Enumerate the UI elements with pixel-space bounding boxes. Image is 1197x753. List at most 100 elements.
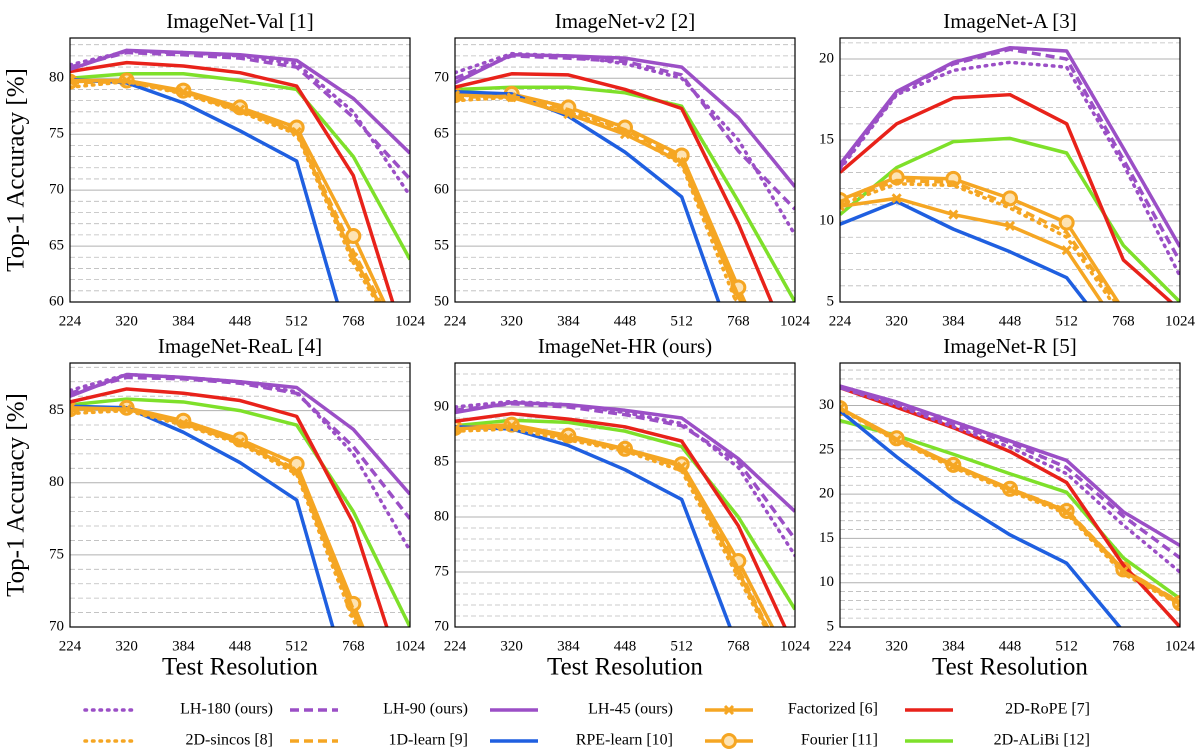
x-tick-label: 512 xyxy=(670,638,693,654)
plot-frame xyxy=(454,362,796,628)
legend-item: Fourier [11] xyxy=(705,732,878,749)
y-tick-label: 5 xyxy=(827,293,835,309)
legend-item: 2D-RoPE [7] xyxy=(905,701,1090,718)
series-line xyxy=(840,199,1088,302)
legend-item: RPE-learn [10] xyxy=(490,732,673,749)
x-tick-label: 768 xyxy=(1112,638,1135,654)
marker xyxy=(791,678,799,686)
x-tick-label: 512 xyxy=(1055,313,1078,329)
x-tick-label: 1024 xyxy=(1165,638,1196,654)
legend-item: 2D-ALiBi [12] xyxy=(905,732,1090,749)
series-line xyxy=(840,182,1115,302)
marker xyxy=(506,92,517,103)
series-line xyxy=(70,407,363,627)
y-tick-label: 90 xyxy=(434,398,449,414)
series-line xyxy=(70,387,389,627)
y-tick-label: 65 xyxy=(434,126,449,142)
x-axis-label: Test Resolution xyxy=(162,654,318,681)
marker xyxy=(1004,484,1016,495)
panel-title: ImageNet-HR (ours) xyxy=(538,334,712,358)
marker xyxy=(1061,245,1072,256)
y-tick-label: 20 xyxy=(819,486,834,502)
x-tick-label: 1024 xyxy=(1165,313,1196,329)
legend-label: RPE-learn [10] xyxy=(576,732,673,749)
series-line xyxy=(840,409,1122,627)
marker xyxy=(1174,598,1180,610)
x-tick-label: 384 xyxy=(557,313,580,329)
series-line xyxy=(840,136,1180,302)
series-line xyxy=(70,405,362,627)
series-line xyxy=(70,397,410,627)
marker xyxy=(619,443,631,454)
marker xyxy=(891,435,902,446)
marker xyxy=(291,466,302,477)
x-tick-label: 448 xyxy=(999,313,1022,329)
series-line xyxy=(840,45,1180,248)
marker xyxy=(121,75,132,86)
x-tick-label: 384 xyxy=(172,313,195,329)
x-tick-label: 1024 xyxy=(780,638,811,654)
series-line xyxy=(840,47,1180,263)
marker xyxy=(948,460,959,471)
y-tick-label: 15 xyxy=(819,530,834,546)
x-tick-label: 512 xyxy=(285,638,308,654)
x-tick-label: 1024 xyxy=(780,313,811,329)
series-line xyxy=(70,372,410,553)
x-tick-label: 384 xyxy=(557,638,580,654)
panel-title: ImageNet-v2 [2] xyxy=(555,9,696,33)
legend-label: Fourier [11] xyxy=(801,732,878,749)
y-tick-label: 75 xyxy=(49,546,64,562)
y-tick-label: 70 xyxy=(49,618,64,634)
marker xyxy=(619,129,631,140)
legend-label: 1D-learn [9] xyxy=(388,732,468,749)
x-tick-label: 512 xyxy=(285,313,308,329)
x-tick-label: 224 xyxy=(444,313,467,329)
x-tick-label: 224 xyxy=(829,638,852,654)
plot-frame xyxy=(454,37,796,303)
marker xyxy=(348,607,359,618)
marker xyxy=(348,252,359,263)
legend: LH-180 (ours) LH-90 (ours) LH-45 (ours) Fac… xyxy=(83,701,1090,749)
marker xyxy=(733,566,744,578)
marker xyxy=(70,402,76,413)
legend-item: Factorized [6] xyxy=(705,701,878,718)
y-tick-label: 10 xyxy=(819,574,834,590)
series-group xyxy=(455,399,799,686)
legend-item: 2D-sincos [8] xyxy=(83,732,273,749)
x-tick-label: 224 xyxy=(59,638,82,654)
marker xyxy=(234,104,246,115)
y-tick-label: 65 xyxy=(49,238,64,254)
marker xyxy=(455,423,461,435)
panel-title: ImageNet-Val [1] xyxy=(166,9,314,33)
x-tick-label: 448 xyxy=(229,638,252,654)
panel: 60 65 70 75 80 224 320 384 448 512 768 1024 ImageNet… xyxy=(3,9,426,330)
y-tick-label: 80 xyxy=(434,508,449,524)
y-tick-label: 75 xyxy=(49,126,64,142)
series-line xyxy=(455,427,768,627)
y-tick-label: 75 xyxy=(434,563,449,579)
marker xyxy=(563,109,574,120)
series-line xyxy=(840,386,1180,627)
panel-title: ImageNet-ReaL [4] xyxy=(158,334,322,358)
panel-title: ImageNet-A [3] xyxy=(943,9,1077,33)
marker xyxy=(234,437,246,448)
marker xyxy=(840,403,846,414)
marker xyxy=(1002,190,1018,207)
marker xyxy=(178,86,189,97)
series-line xyxy=(840,60,1180,278)
y-tick-label: 80 xyxy=(49,70,64,86)
x-tick-label: 448 xyxy=(999,638,1022,654)
y-tick-label: 80 xyxy=(49,474,64,490)
x-tick-label: 384 xyxy=(172,638,195,654)
series-group xyxy=(840,384,1180,627)
legend-label: 2D-sincos [8] xyxy=(185,732,273,749)
series-line xyxy=(455,95,739,302)
series-group xyxy=(455,51,795,302)
x-tick-label: 768 xyxy=(342,313,365,329)
marker xyxy=(676,157,687,168)
marker xyxy=(1118,566,1129,577)
panel: 50 55 60 65 70 224 320 384 448 512 768 1024 ImageNet… xyxy=(434,9,811,330)
y-tick-label: 70 xyxy=(49,182,64,198)
x-tick-label: 384 xyxy=(942,638,965,654)
